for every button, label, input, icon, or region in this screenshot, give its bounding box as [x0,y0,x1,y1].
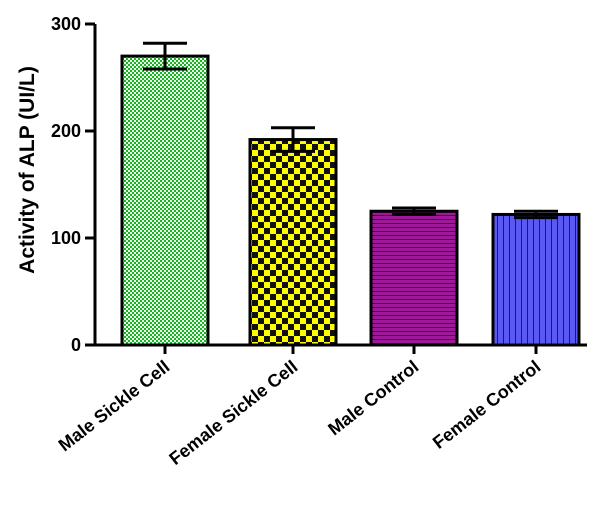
x-tick-label: Male Sickle Cell [55,356,174,455]
error-bar-0 [143,41,187,71]
y-ticks: 0 100 200 300 [51,14,95,355]
x-tick-label: Female Control [429,356,545,452]
y-tick-label: 100 [51,228,81,248]
error-bar-2 [392,206,436,216]
bars [120,54,581,347]
y-axis-title: Activity of ALP (UI/L) [16,66,39,274]
error-bar-1 [271,126,315,153]
bar-2 [369,209,459,347]
bar-1 [248,138,338,347]
x-tick-label: Male Control [324,356,422,439]
error-bar-3 [514,209,558,220]
y-tick-label: 0 [71,335,81,355]
y-tick-label: 200 [51,121,81,141]
y-tick-label: 300 [51,14,81,34]
error-bars [143,41,558,220]
bar-0 [120,54,210,347]
x-tick-label: Female Sickle Cell [165,356,301,468]
bar-3 [491,212,581,347]
